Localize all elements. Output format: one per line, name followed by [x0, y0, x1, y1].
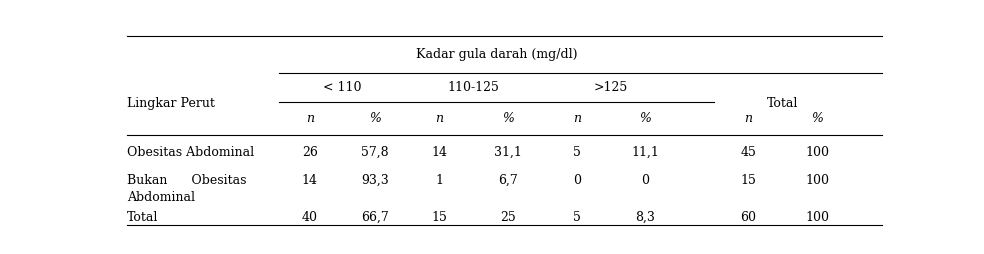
Text: 40: 40 [302, 211, 318, 224]
Text: 0: 0 [642, 173, 649, 187]
Text: n: n [436, 112, 444, 125]
Text: 14: 14 [431, 146, 448, 159]
Text: 100: 100 [805, 146, 829, 159]
Text: 60: 60 [740, 211, 757, 224]
Text: %: % [369, 112, 381, 125]
Text: Obesitas Abdominal: Obesitas Abdominal [127, 146, 254, 159]
Text: 100: 100 [805, 211, 829, 224]
Text: Abdominal: Abdominal [127, 191, 195, 204]
Text: 11,1: 11,1 [632, 146, 659, 159]
Text: 25: 25 [500, 211, 516, 224]
Text: Total: Total [127, 211, 158, 224]
Text: n: n [744, 112, 753, 125]
Text: 66,7: 66,7 [361, 211, 389, 224]
Text: 5: 5 [573, 211, 581, 224]
Text: 15: 15 [740, 173, 757, 187]
Text: 45: 45 [740, 146, 757, 159]
Text: 93,3: 93,3 [361, 173, 389, 187]
Text: 100: 100 [805, 173, 829, 187]
Text: 110-125: 110-125 [448, 81, 500, 94]
Text: 8,3: 8,3 [636, 211, 655, 224]
Text: 26: 26 [302, 146, 318, 159]
Text: 5: 5 [573, 146, 581, 159]
Text: n: n [306, 112, 314, 125]
Text: n: n [573, 112, 581, 125]
Text: %: % [640, 112, 651, 125]
Text: 57,8: 57,8 [361, 146, 389, 159]
Text: Total: Total [767, 97, 798, 110]
Text: %: % [502, 112, 514, 125]
Text: Bukan      Obesitas: Bukan Obesitas [127, 173, 246, 187]
Text: < 110: < 110 [323, 81, 361, 94]
Text: 6,7: 6,7 [498, 173, 518, 187]
Text: Kadar gula darah (mg/dl): Kadar gula darah (mg/dl) [416, 49, 578, 61]
Text: >125: >125 [594, 81, 628, 94]
Text: 1: 1 [436, 173, 444, 187]
Text: 14: 14 [302, 173, 318, 187]
Text: %: % [811, 112, 823, 125]
Text: 31,1: 31,1 [494, 146, 523, 159]
Text: Lingkar Perut: Lingkar Perut [127, 97, 215, 110]
Text: 15: 15 [432, 211, 448, 224]
Text: 0: 0 [573, 173, 581, 187]
